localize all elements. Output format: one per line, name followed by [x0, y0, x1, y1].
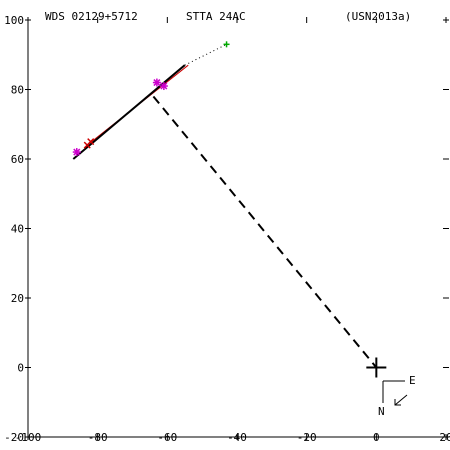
y-tick-label: -20	[4, 431, 24, 444]
axes: -20 0 20 40 60 80 100 -100 -80 -60 -40 -20 0 20	[4, 14, 450, 444]
marker-stroke	[160, 82, 168, 90]
motion-arrow-shaft	[394, 394, 408, 406]
y-tick-label: 20	[11, 292, 24, 305]
header-pair-name: STTA 24AC	[186, 10, 246, 23]
orbit-line	[72, 64, 186, 160]
chart-marks	[72, 41, 387, 378]
x-tick-label: -60	[157, 431, 177, 444]
motion-arrow-head	[394, 399, 401, 406]
observation-asterisk	[72, 148, 81, 157]
x-tick-label: -100	[15, 431, 42, 444]
dashed-connector	[152, 95, 378, 369]
marker-stroke	[73, 148, 81, 156]
observation-plus	[223, 41, 230, 48]
marker-stroke	[153, 79, 161, 87]
compass-east-label: E	[409, 374, 416, 387]
header-star-id: WDS 02129+5712	[45, 10, 138, 23]
x-tick-label: -80	[88, 431, 108, 444]
compass-north-label: N	[378, 405, 385, 418]
compass-rose: EN	[378, 374, 416, 418]
y-tick-label: 80	[11, 84, 24, 97]
x-tick-label: -20	[297, 431, 317, 444]
orbit-dotted-extension	[184, 43, 227, 66]
observation-asterisk	[159, 82, 168, 91]
y-tick-label: 60	[11, 153, 24, 166]
observation-asterisk	[152, 78, 161, 87]
x-tick-label: -40	[227, 431, 247, 444]
marker-stroke	[87, 138, 95, 146]
y-tick-label: 100	[4, 14, 24, 27]
observation-x	[87, 138, 95, 146]
y-tick-label: 40	[11, 223, 24, 236]
y-tick-label: 0	[17, 362, 24, 375]
x-tick-label: 0	[373, 431, 380, 444]
header-catalog: (USN2013a)	[345, 10, 412, 23]
x-tick-label: 20	[439, 431, 450, 444]
